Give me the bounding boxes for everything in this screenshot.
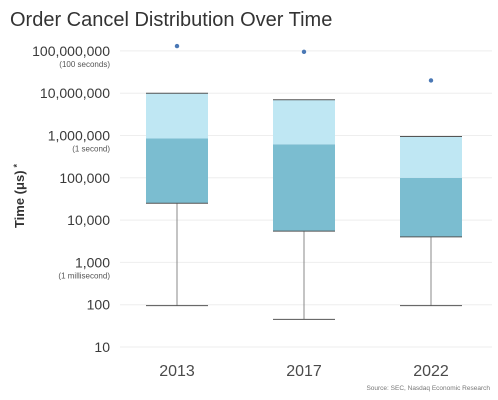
y-tick-sublabel: (1 millisecond) — [58, 271, 110, 280]
box-lower — [273, 144, 335, 232]
outlier-point — [428, 78, 434, 83]
y-tick-label: 100 — [87, 297, 111, 313]
boxes — [146, 43, 462, 320]
y-tick-sublabel: (100 seconds) — [59, 60, 110, 69]
chart-title: Order Cancel Distribution Over Time — [10, 9, 333, 31]
y-tick-label: 1,000 — [75, 254, 110, 270]
y-tick-label: 100,000 — [59, 170, 110, 186]
x-category-label: 2022 — [413, 363, 449, 380]
box-2017 — [273, 49, 335, 320]
x-category-label: 2013 — [159, 363, 195, 380]
y-tick-sublabel: (1 second) — [72, 145, 110, 154]
box-upper — [146, 93, 208, 139]
box-lower — [146, 138, 208, 204]
x-category-label: 2017 — [286, 363, 322, 380]
box-upper — [400, 136, 462, 178]
y-tick-label: 10,000,000 — [40, 85, 110, 101]
outlier-point — [174, 43, 180, 49]
y-axis-label: Time (μs) * — [12, 163, 27, 228]
y-tick-label: 1,000,000 — [48, 128, 110, 144]
y-axis-label-text: Time (μs) — [12, 170, 27, 228]
outlier-point — [301, 49, 307, 55]
y-axis-label-marker: * — [12, 163, 22, 167]
box-lower — [400, 177, 462, 237]
y-tick-label: 10,000 — [67, 212, 110, 228]
box-2013 — [146, 43, 208, 307]
y-tick-label: 10 — [94, 339, 110, 355]
y-tick-label: 100,000,000 — [32, 43, 110, 59]
box-upper — [273, 99, 335, 145]
x-axis-categories: 2013 2017 2022 — [159, 363, 449, 380]
source-note: Source: SEC, Nasdaq Economic Research — [366, 385, 490, 392]
y-axis-ticks: 100,000,000(100 seconds) 10,000,000 1,000,… — [32, 43, 110, 355]
box-2022 — [400, 78, 462, 307]
